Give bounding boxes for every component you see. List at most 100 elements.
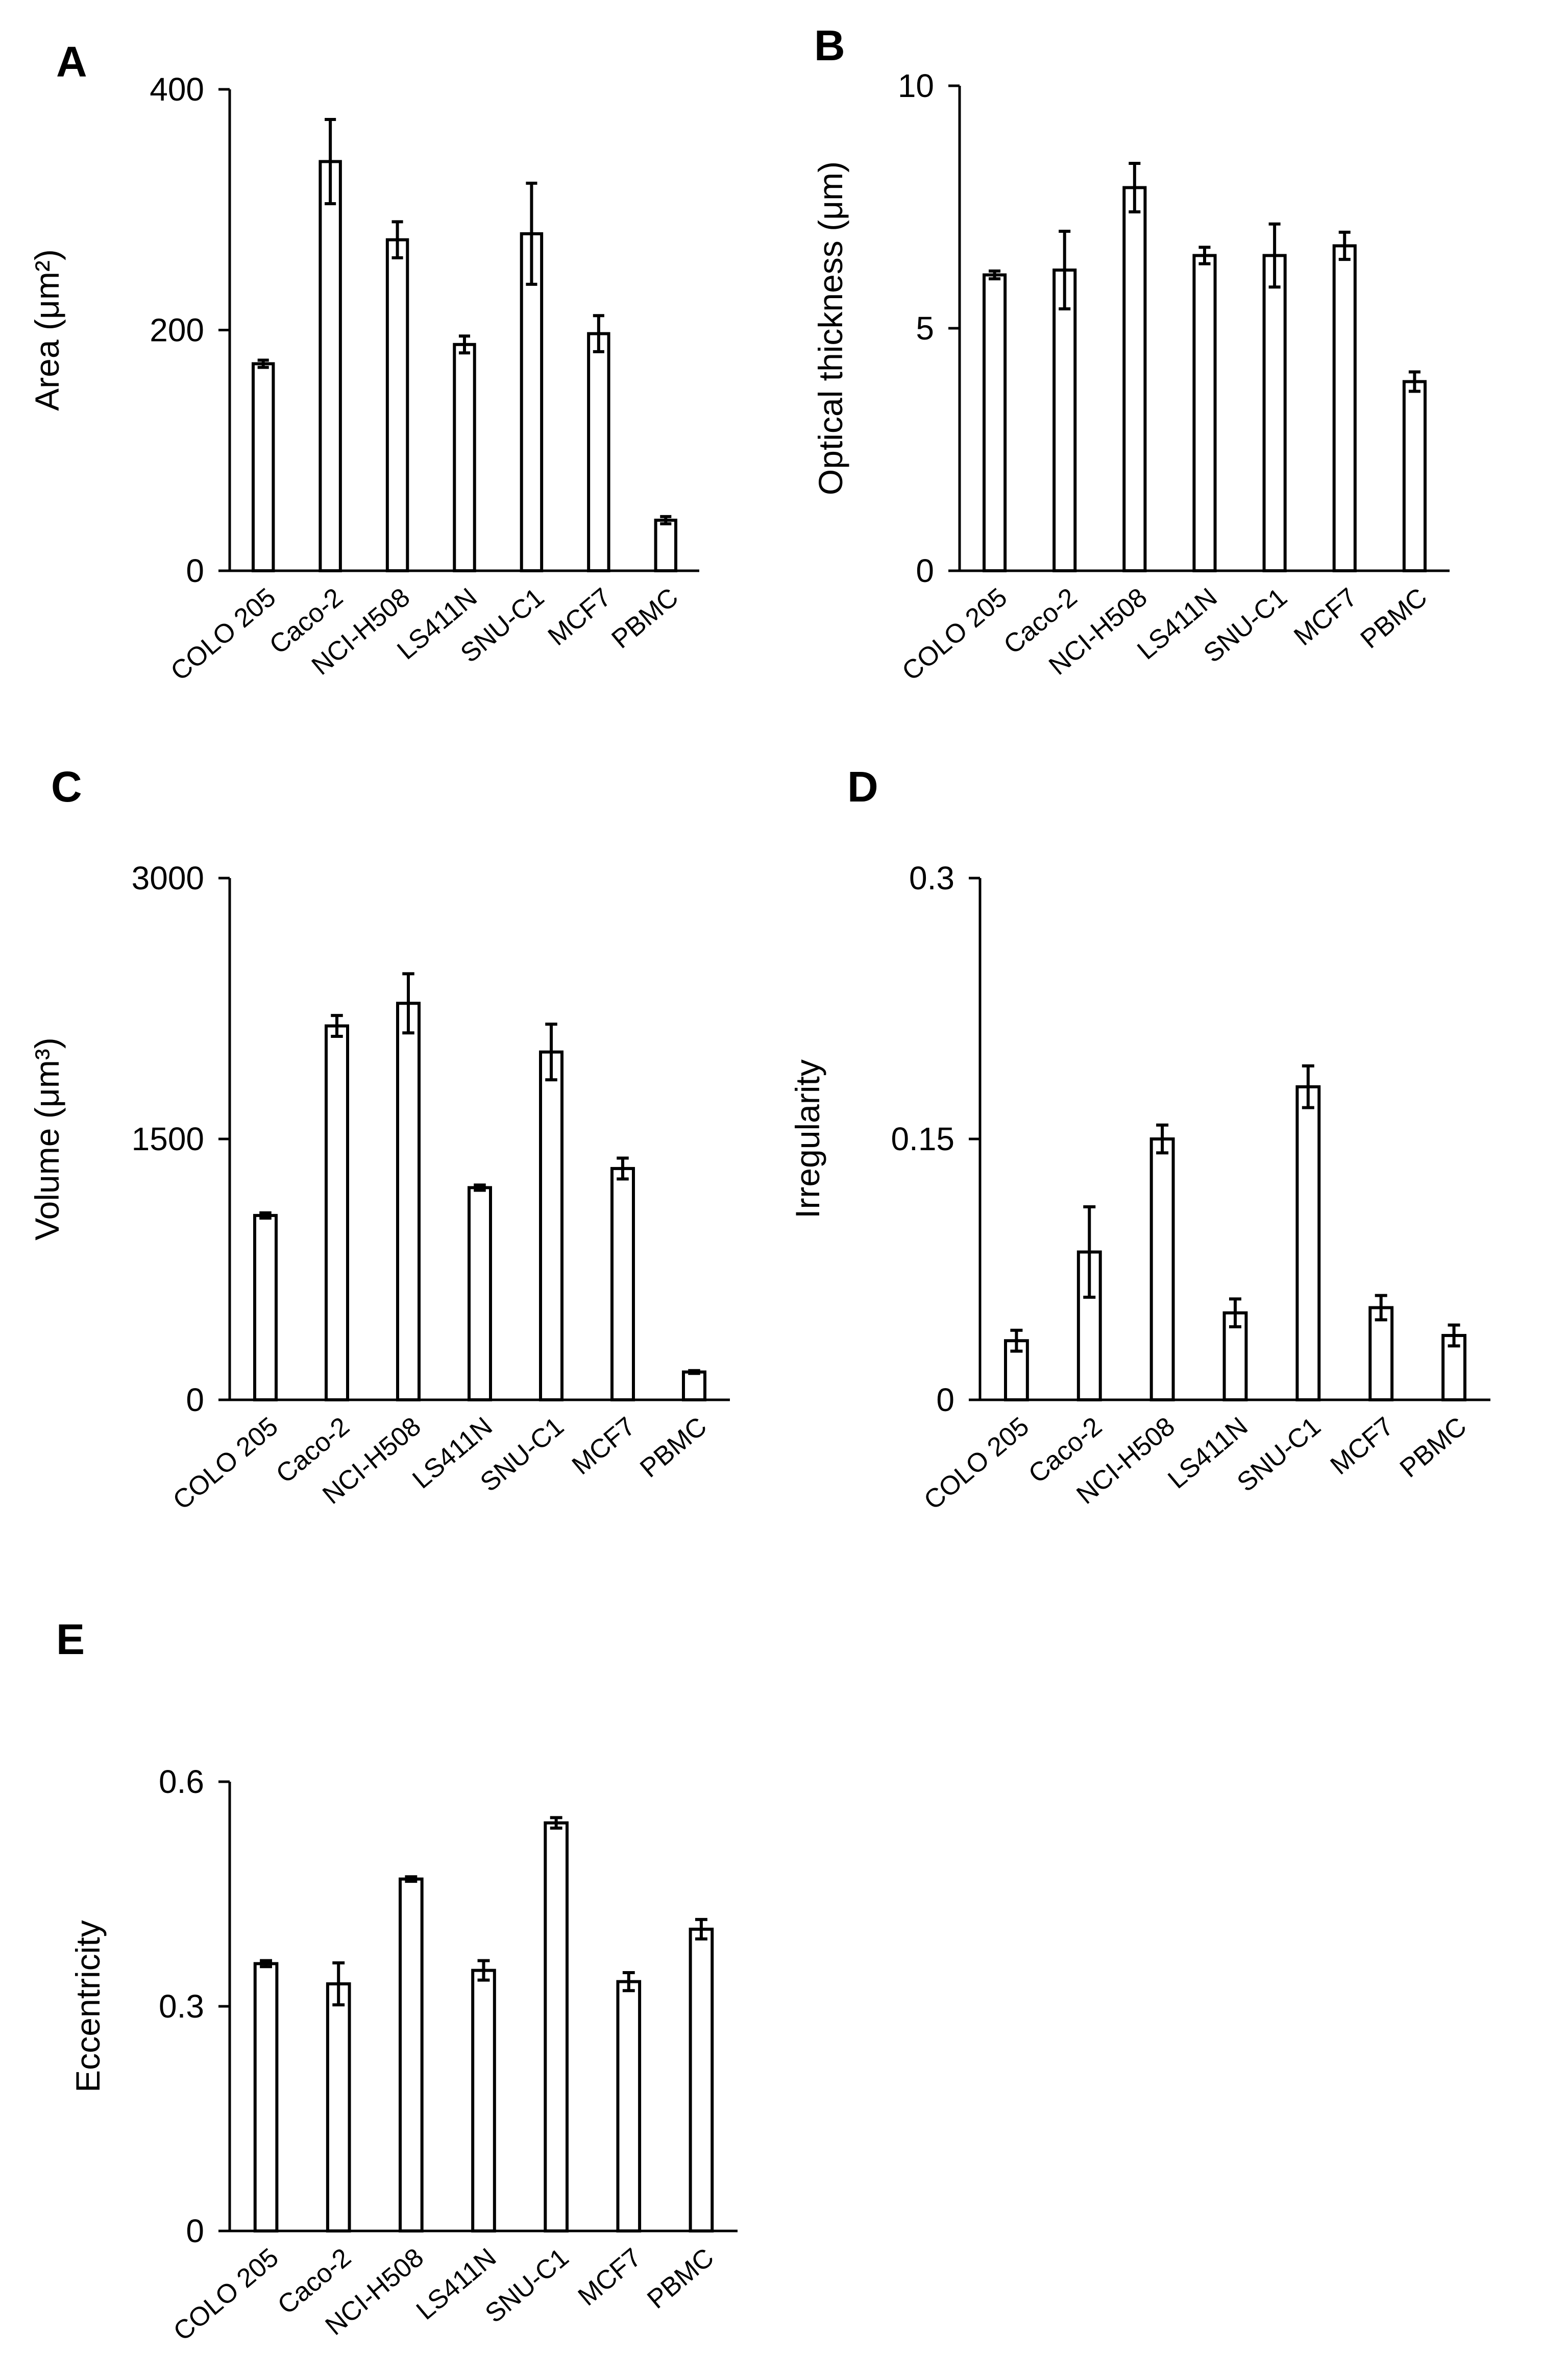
error-bar bbox=[477, 1959, 490, 1982]
error-bar bbox=[1059, 230, 1071, 310]
bar-ls411n bbox=[471, 1969, 496, 2233]
bar-nci-h508 bbox=[1149, 1137, 1175, 1401]
bar-caco-2 bbox=[318, 160, 342, 572]
x-tick-label: COLO 205 bbox=[918, 1412, 1035, 1516]
panel-letter: C bbox=[51, 763, 82, 811]
x-tick-label: SNU-C1 bbox=[480, 2243, 575, 2329]
bar-mcf7 bbox=[616, 1980, 642, 2233]
panel-letter: E bbox=[56, 1615, 85, 1663]
bar-snu-c1 bbox=[539, 1050, 564, 1402]
x-tick-label: MCF7 bbox=[543, 582, 617, 651]
bar-mcf7 bbox=[610, 1167, 635, 1401]
error-bar bbox=[1083, 1205, 1096, 1299]
y-axis-title: Irregularity bbox=[789, 1059, 826, 1219]
x-tick-label: COLO 205 bbox=[168, 2243, 284, 2347]
x-tick-label: PBMC bbox=[1355, 582, 1433, 654]
bar-caco-2 bbox=[326, 1982, 351, 2232]
error-bar bbox=[688, 1369, 700, 1375]
error-bar bbox=[1448, 1323, 1460, 1348]
error-bar bbox=[1156, 1123, 1169, 1155]
x-tick-label: PBMC bbox=[606, 582, 684, 654]
error-bar bbox=[260, 1959, 273, 1969]
error-bar bbox=[458, 334, 471, 355]
y-tick-label: 0.15 bbox=[891, 1121, 954, 1157]
error-bar bbox=[331, 1014, 343, 1038]
bar-ls411n bbox=[1192, 254, 1217, 572]
bar-caco-2 bbox=[1052, 269, 1077, 572]
error-bar bbox=[622, 1971, 635, 1993]
error-bar bbox=[695, 1917, 707, 1940]
panel-letter: D bbox=[847, 763, 878, 811]
x-tick-label: MCF7 bbox=[567, 1412, 641, 1480]
y-tick-label: 5 bbox=[916, 310, 934, 347]
bar-mcf7 bbox=[1368, 1306, 1394, 1402]
error-bar bbox=[1268, 222, 1281, 289]
error-bar bbox=[259, 1211, 272, 1220]
y-tick-label: 0.6 bbox=[159, 1763, 204, 1800]
y-axis-title: Eccentricity bbox=[69, 1920, 107, 2092]
y-tick-label: 1500 bbox=[132, 1121, 204, 1157]
panel-letter: B bbox=[814, 21, 845, 69]
bar-caco-2 bbox=[325, 1024, 349, 1401]
error-bar bbox=[257, 358, 269, 369]
y-axis-title: Area (μm²) bbox=[28, 249, 66, 411]
x-tick-label: MCF7 bbox=[573, 2243, 647, 2312]
bar-nci-h508 bbox=[1122, 186, 1147, 572]
y-tick-label: 200 bbox=[150, 312, 204, 349]
bar-nci-h508 bbox=[385, 238, 409, 572]
error-bar bbox=[1302, 1064, 1314, 1109]
bar-pbmc bbox=[689, 1927, 714, 2232]
y-tick-label: 0.3 bbox=[909, 860, 954, 896]
y-tick-label: 0.3 bbox=[159, 1988, 204, 2025]
y-tick-label: 0 bbox=[186, 552, 204, 589]
x-tick-label: SNU-C1 bbox=[1232, 1412, 1327, 1498]
error-bar bbox=[391, 220, 403, 260]
error-bar bbox=[325, 117, 336, 205]
error-bar bbox=[660, 515, 672, 526]
bar-snu-c1 bbox=[520, 232, 544, 572]
error-bar bbox=[1010, 1328, 1023, 1353]
error-bar bbox=[593, 314, 604, 353]
error-bar bbox=[545, 1023, 557, 1082]
error-bar bbox=[526, 181, 537, 286]
x-tick-label: COLO 205 bbox=[897, 582, 1013, 687]
y-tick-label: 3000 bbox=[132, 860, 204, 896]
y-tick-label: 0 bbox=[936, 1381, 954, 1418]
bar-mcf7 bbox=[1332, 244, 1357, 572]
x-tick-label: PBMC bbox=[1394, 1412, 1472, 1484]
bar-snu-c1 bbox=[544, 1821, 569, 2233]
error-bar bbox=[474, 1183, 486, 1192]
bar-colo-205 bbox=[252, 362, 275, 572]
error-bar bbox=[1408, 370, 1420, 393]
bar-colo-205 bbox=[253, 1962, 279, 2232]
y-tick-label: 10 bbox=[898, 67, 934, 104]
error-bar bbox=[617, 1156, 629, 1181]
bar-snu-c1 bbox=[1262, 254, 1287, 572]
error-bar bbox=[405, 1875, 418, 1883]
bar-ls411n bbox=[453, 343, 476, 572]
y-tick-label: 0 bbox=[916, 552, 934, 589]
error-bar bbox=[402, 972, 414, 1035]
panel-letter: A bbox=[56, 38, 87, 86]
error-bar bbox=[989, 269, 1001, 281]
x-tick-label: COLO 205 bbox=[165, 582, 282, 687]
bar-ls411n bbox=[468, 1186, 492, 1402]
bar-colo-205 bbox=[253, 1213, 278, 1401]
bar-colo-205 bbox=[983, 273, 1007, 572]
y-tick-label: 0 bbox=[186, 1381, 204, 1418]
x-tick-label: MCF7 bbox=[1325, 1412, 1400, 1480]
bar-pbmc bbox=[1402, 380, 1427, 572]
bar-snu-c1 bbox=[1295, 1085, 1321, 1402]
x-tick-label: PBMC bbox=[634, 1412, 712, 1484]
error-bar bbox=[550, 1816, 562, 1830]
error-bar bbox=[332, 1961, 345, 2007]
bar-nci-h508 bbox=[399, 1877, 424, 2233]
error-bar bbox=[1198, 246, 1211, 265]
bar-nci-h508 bbox=[396, 1002, 421, 1401]
error-bar bbox=[1229, 1297, 1241, 1328]
